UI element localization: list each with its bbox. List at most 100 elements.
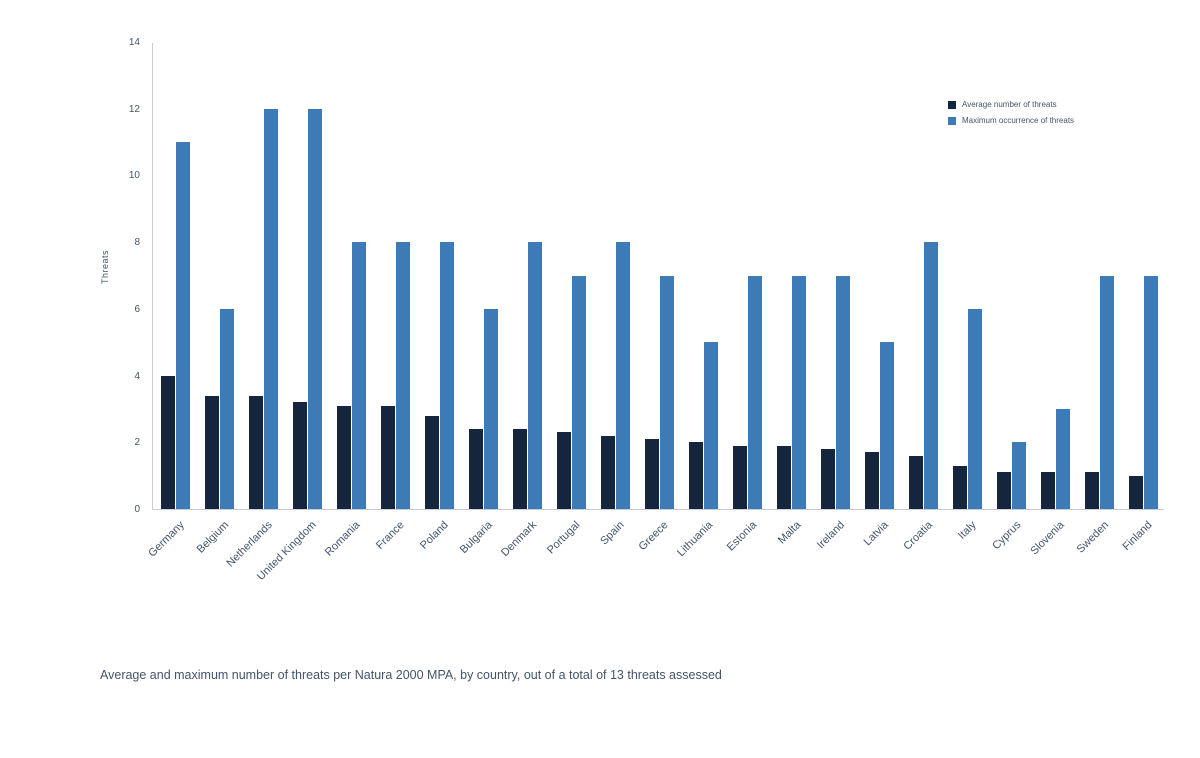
average-threats-bar — [293, 402, 307, 509]
average-threats-bar — [777, 445, 791, 509]
average-threats-bar — [997, 472, 1011, 509]
bar-group: Finland — [1121, 43, 1158, 553]
x-axis-label: Belgium — [194, 519, 231, 556]
maximum-threats-bar — [968, 308, 982, 509]
bar-group: Italy — [953, 43, 982, 542]
x-axis-label: Sweden — [1074, 519, 1111, 556]
x-axis-label: Malta — [775, 519, 803, 547]
legend-label: Maximum occurrence of threats — [962, 116, 1075, 125]
y-tick-label: 14 — [128, 37, 140, 48]
bar-group: Poland — [418, 43, 454, 552]
x-axis-label: Poland — [418, 519, 451, 552]
maximum-threats-bar — [1100, 275, 1114, 509]
average-threats-bar — [1041, 472, 1055, 509]
bar-group: Latvia — [862, 43, 894, 548]
x-axis-label: Spain — [598, 519, 627, 548]
x-axis-label: Ireland — [814, 519, 847, 552]
maximum-threats-bar — [1012, 442, 1026, 509]
bar-group: Lithuania — [675, 43, 718, 559]
y-axis-title: Threats — [100, 249, 111, 285]
average-threats-bar — [1129, 475, 1143, 509]
average-threats-bar — [513, 428, 527, 509]
bar-group: Portugal — [545, 43, 586, 556]
average-threats-bar — [469, 428, 483, 509]
y-tick-label: 4 — [134, 370, 140, 382]
maximum-threats-bar — [396, 242, 410, 509]
y-axis-ticks: 0 2 4 6 8 10 12 14 — [116, 37, 146, 515]
x-axis-label: Croatia — [901, 519, 935, 553]
legend-swatch — [948, 116, 956, 125]
maximum-threats-bar — [352, 242, 366, 509]
x-axis-label: Germany — [146, 519, 187, 560]
maximum-threats-bar — [616, 242, 630, 509]
plot-area: Germany Belgium Netherlands United Kingdom R… — [146, 43, 1164, 583]
y-tick-label: 2 — [134, 437, 140, 449]
average-threats-bar — [557, 432, 571, 509]
maximum-threats-bar — [660, 275, 674, 509]
bar-group: Netherlands — [224, 43, 278, 569]
chart-caption: Average and maximum number of threats pe… — [100, 668, 722, 682]
legend-item: Maximum occurrence of threats — [948, 116, 1074, 125]
maximum-threats-bar — [440, 242, 454, 509]
maximum-threats-bar — [924, 242, 938, 509]
bar-group: Greece — [637, 43, 674, 553]
maximum-threats-bar — [572, 275, 586, 509]
bar-group: Belgium — [194, 43, 234, 556]
bar-group: United Kingdom — [255, 43, 322, 583]
average-threats-bar — [161, 375, 175, 509]
average-threats-bar — [425, 415, 439, 509]
y-tick-label: 10 — [128, 170, 140, 182]
maximum-threats-bar — [176, 142, 190, 509]
average-threats-bar — [689, 442, 703, 509]
average-threats-bar — [733, 445, 747, 509]
y-tick-label: 6 — [134, 303, 140, 315]
bar-group: Bulgaria — [458, 43, 498, 556]
maximum-threats-bar — [792, 275, 806, 509]
average-threats-bar — [1085, 472, 1099, 509]
bar-group: Romania — [323, 43, 366, 559]
bar-group: Germany — [146, 43, 190, 559]
legend: Average number of threats Maximum occurre… — [948, 100, 1074, 125]
x-axis-label: Slovenia — [1028, 519, 1067, 558]
maximum-threats-bar — [704, 342, 718, 509]
x-axis-label: Finland — [1120, 519, 1155, 553]
x-axis-label: France — [374, 519, 407, 552]
bar-group: Denmark — [499, 43, 542, 559]
x-axis-label: Greece — [636, 519, 671, 553]
maximum-threats-bar — [484, 308, 498, 509]
average-threats-bar — [205, 395, 219, 509]
y-tick-label: 12 — [128, 103, 140, 115]
x-axis-label: Cyprus — [989, 519, 1023, 553]
bar-group: France — [374, 43, 410, 552]
x-axis-label: Latvia — [861, 519, 891, 549]
bar-group: Malta — [775, 43, 806, 547]
legend-label: Average number of threats — [962, 100, 1057, 109]
bar-group: Cyprus — [990, 43, 1026, 552]
maximum-threats-bar — [528, 242, 542, 509]
maximum-threats-bar — [748, 275, 762, 509]
average-threats-bar — [601, 435, 615, 509]
x-axis-label: Italy — [956, 519, 979, 542]
y-tick-label: 8 — [134, 237, 140, 249]
average-threats-bar — [865, 452, 879, 509]
maximum-threats-bar — [220, 308, 234, 509]
maximum-threats-bar — [1056, 408, 1070, 509]
x-axis-label: Denmark — [498, 519, 539, 560]
legend-item: Average number of threats — [948, 100, 1074, 109]
maximum-threats-bar — [836, 275, 850, 509]
bar-group: Slovenia — [1029, 43, 1070, 557]
average-threats-bar — [381, 405, 395, 509]
x-axis-label: Bulgaria — [457, 519, 495, 557]
average-threats-bar — [953, 465, 967, 509]
maximum-threats-bar — [1144, 275, 1158, 509]
bar-group: Estonia — [724, 43, 762, 553]
average-threats-bar — [909, 455, 923, 509]
legend-swatch — [948, 100, 956, 109]
bar-group: Croatia — [901, 43, 938, 553]
maximum-threats-bar — [880, 342, 894, 509]
x-axis-label: Portugal — [545, 519, 583, 557]
average-threats-bar — [337, 405, 351, 509]
x-axis-label: Romania — [323, 519, 363, 559]
y-tick-label: 0 — [134, 504, 140, 515]
